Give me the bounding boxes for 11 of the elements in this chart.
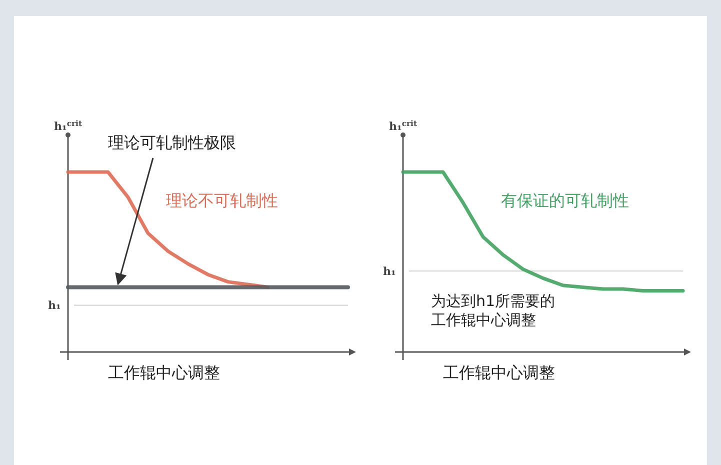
series-label: 理论不可轧制性 bbox=[166, 191, 278, 210]
x-axis-title: 工作辊中心调整 bbox=[431, 311, 536, 329]
text: 工作辊中心调整 bbox=[443, 363, 555, 382]
series-label: 有保证的可轧制性 bbox=[501, 191, 629, 210]
ref-line-label: h₁ bbox=[383, 265, 396, 278]
text: 为达到h1所需要的 bbox=[431, 292, 556, 310]
ref-line-label: h₁ bbox=[48, 299, 61, 312]
y-axis-title: h₁$^{crit}$ bbox=[54, 118, 82, 133]
legend-label: 理论可轧制性极限 bbox=[108, 133, 236, 152]
y-axis-title: h₁$^{crit}$ bbox=[389, 118, 418, 133]
x-axis-title: 工作辊中心调整 bbox=[108, 363, 220, 382]
